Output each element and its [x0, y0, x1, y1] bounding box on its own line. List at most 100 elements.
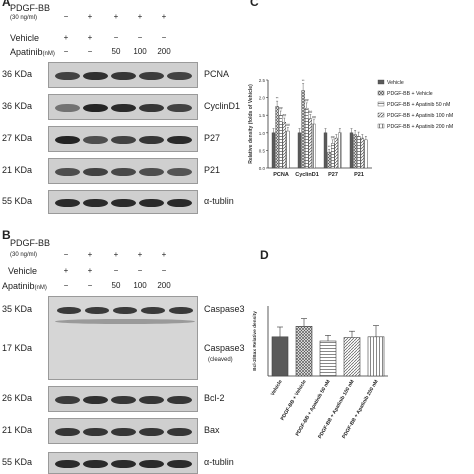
panel-a-pdgf-mark: −	[63, 12, 69, 21]
caspase3-cleaved-label: Caspase3	[204, 343, 245, 353]
bar	[295, 325, 313, 377]
legend-swatch	[377, 101, 385, 107]
blot-band	[167, 199, 192, 207]
panel-a-letter: A	[2, 0, 11, 9]
blot-band	[111, 396, 136, 404]
legend-swatch	[377, 123, 385, 129]
x-tick-label: P27	[328, 172, 338, 178]
panel-b-pdgf-sub: (30 ng/ml)	[10, 252, 38, 258]
panel-b-kda-label: 26 KDa	[2, 393, 33, 403]
panel-a-kda-label: 36 KDa	[2, 69, 33, 79]
blot-band	[111, 104, 136, 112]
panel-a-blot	[48, 62, 198, 88]
blot-band	[55, 396, 80, 404]
blot-band	[167, 72, 192, 80]
bar	[360, 137, 365, 169]
panel-a-apatinib-mark: −	[87, 47, 93, 56]
blot-band	[111, 460, 136, 468]
blot-band	[139, 199, 164, 207]
blot-band	[167, 104, 192, 112]
panel-a-apatinib-mark: 100	[133, 47, 147, 56]
legend-label: PDGF-BB + Apatinib 200 nM	[387, 124, 453, 130]
panel-b-apatinib-mark: −	[63, 281, 69, 290]
panel-b-protein-label: α-tublin	[204, 457, 234, 467]
significance-label: **	[302, 79, 305, 83]
panel-b-pdgf-label: PDGF-BB	[10, 238, 51, 248]
blot-band	[167, 136, 192, 144]
panel-a-blot	[48, 158, 198, 184]
panel-a-pdgf-sub: (30 ng/ml)	[10, 15, 38, 21]
blot-band	[55, 428, 80, 436]
panel-a-kda-label: 36 KDa	[2, 101, 33, 111]
blot-band	[83, 460, 108, 468]
panel-b-kda-label: 55 KDa	[2, 457, 33, 467]
panel-a-vehicle-mark: −	[113, 33, 119, 42]
legend-swatch	[377, 90, 385, 96]
panel-a-vehicle-mark: +	[87, 33, 93, 42]
panel-b-pdgf-mark: +	[161, 250, 167, 259]
significance-label: **	[276, 97, 279, 101]
panel-a-blot	[48, 126, 198, 152]
panel-a-protein-label: P21	[204, 165, 221, 175]
panel-a-apatinib-mark: 200	[157, 47, 171, 56]
blot-band	[141, 307, 165, 314]
panel-c-letter: C	[250, 0, 259, 9]
legend-swatch	[377, 79, 385, 85]
panel-a-pdgf-mark: +	[137, 12, 143, 21]
bar	[343, 337, 361, 377]
bar	[349, 132, 354, 169]
panel-a-protein-label: P27	[204, 133, 221, 143]
blot-band	[55, 104, 80, 112]
caspase3-blot	[48, 296, 198, 380]
blot-band	[55, 136, 80, 144]
blot-band	[111, 72, 136, 80]
panel-b-vehicle-mark: −	[137, 266, 143, 275]
panel-b-vehicle-mark: +	[63, 266, 69, 275]
legend-label: Vehicle	[387, 80, 404, 86]
y-tick-label: 0.0	[259, 166, 266, 171]
panel-b-protein-label: Bax	[204, 425, 220, 435]
blot-band	[57, 307, 81, 314]
y-tick-label: 1.5	[259, 113, 266, 118]
y-tick-label: 2.0	[259, 96, 266, 101]
caspase-kda-top: 35 KDa	[2, 304, 33, 314]
panel-a-pdgf-label: PDGF-BB	[10, 3, 51, 13]
blot-band	[111, 199, 136, 207]
blot-band	[167, 428, 192, 436]
bar	[297, 132, 302, 169]
caspase3-label: Caspase3	[204, 304, 245, 314]
bar	[367, 336, 385, 377]
significance-label: ##	[312, 115, 316, 119]
bar	[338, 132, 342, 169]
bar	[279, 115, 283, 169]
panel-b-pdgf-mark: +	[87, 250, 93, 259]
panel-b-blot	[48, 418, 198, 444]
blot-band	[55, 319, 195, 324]
x-tick-label: Vehicle	[270, 379, 284, 397]
panel-a-protein-label: PCNA	[204, 69, 230, 79]
blot-band	[83, 428, 108, 436]
y-tick-label: 2.5	[259, 78, 266, 83]
panel-b-kda-label: 21 KDa	[2, 425, 33, 435]
panel-a-kda-label: 55 KDa	[2, 196, 33, 206]
panel-a-protein-label: α-tublin	[204, 196, 234, 206]
panel-a-kda-label: 27 KDa	[2, 133, 33, 143]
blot-band	[167, 460, 192, 468]
panel-d-chart: Bcl-2/Bax Relative density VehiclePDGF-BB…	[252, 306, 388, 440]
panel-a-vehicle-mark: −	[161, 33, 167, 42]
bar	[308, 118, 313, 169]
bar	[271, 132, 276, 169]
significance-label: ##	[308, 110, 312, 114]
panel-b-protein-label: Bcl-2	[204, 393, 225, 403]
panel-a-kda-label: 21 KDa	[2, 165, 33, 175]
panel-b-apatinib-mark: 50	[111, 281, 121, 290]
blot-band	[83, 396, 108, 404]
blot-band	[139, 168, 164, 176]
y-axis-label: Bcl-2/Bax Relative density	[252, 311, 258, 371]
panel-a-blot	[48, 94, 198, 120]
significance-label: ##	[305, 98, 309, 102]
blot-band	[167, 168, 192, 176]
bar	[330, 143, 335, 169]
x-tick-label: P21	[354, 172, 364, 178]
panel-a-vehicle-label: Vehicle	[10, 33, 40, 43]
